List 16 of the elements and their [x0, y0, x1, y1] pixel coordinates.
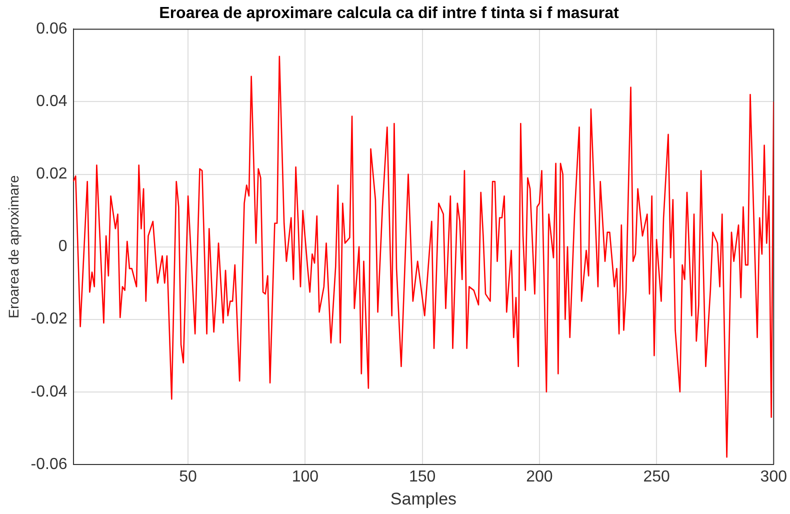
y-tick-label: -0.02 — [30, 310, 68, 328]
chart-title: Eroarea de aproximare calcula ca dif intre f tinta si f masurat — [159, 5, 620, 22]
y-tick-label: 0.04 — [36, 93, 68, 110]
x-tick-label: 50 — [179, 468, 198, 486]
x-tick-label: 100 — [292, 468, 319, 486]
x-tick-label: 300 — [760, 468, 788, 486]
y-tick-label: -0.04 — [30, 383, 68, 400]
y-tick-label: 0 — [58, 238, 68, 256]
y-tick-label: 0.06 — [36, 20, 68, 38]
y-tick-label: -0.06 — [30, 456, 68, 473]
x-tick-label: 200 — [526, 468, 553, 486]
x-tick-label: 150 — [408, 468, 436, 486]
x-tick-label: 250 — [643, 468, 670, 486]
y-tick-label: 0.02 — [36, 166, 68, 183]
x-axis-title: Samples — [390, 489, 457, 508]
y-axis-title: Eroarea de aproximare — [5, 174, 22, 318]
